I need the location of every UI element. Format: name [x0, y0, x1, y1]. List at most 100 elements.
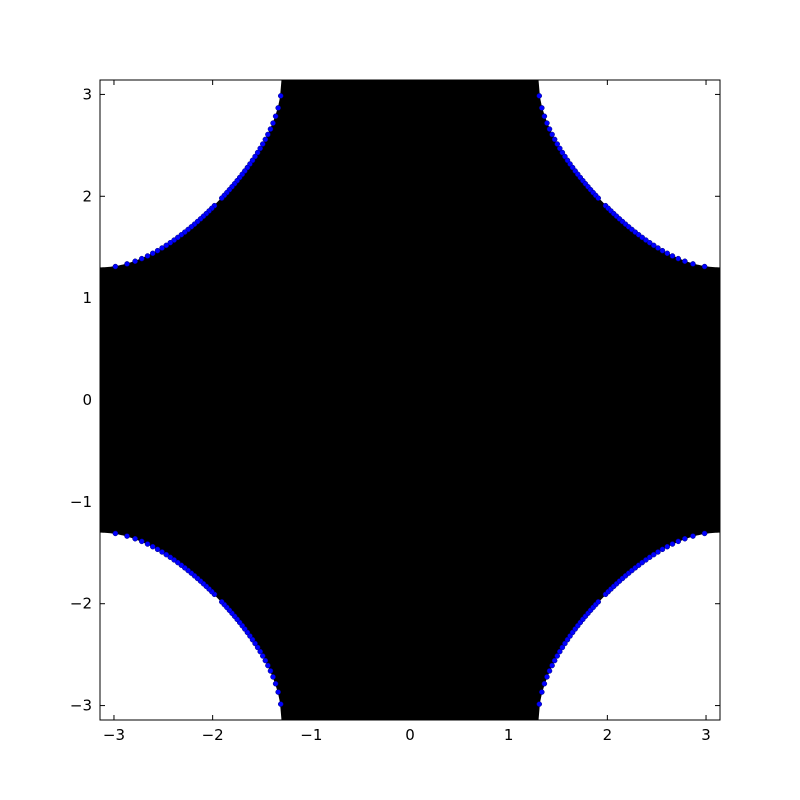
data-point [646, 554, 653, 561]
data-point [659, 546, 666, 553]
data-point [549, 131, 555, 138]
data-point [267, 668, 274, 674]
data-point [551, 136, 558, 143]
data-point [112, 263, 119, 270]
empty-lobe-bottom-right [538, 532, 720, 720]
y-tick-label: 2 [82, 187, 92, 205]
data-point [544, 674, 550, 680]
data-point [536, 93, 543, 99]
data-point [124, 261, 130, 267]
data-point [675, 538, 681, 545]
y-tick-label: 3 [82, 85, 92, 103]
data-point [139, 255, 145, 262]
data-point [655, 549, 661, 555]
data-point [252, 153, 258, 160]
x-tick-label: 3 [701, 726, 711, 744]
empty-lobe-top-right [538, 80, 720, 268]
data-point [646, 239, 653, 246]
y-tick-label: −2 [70, 595, 92, 613]
y-tick-label: 0 [82, 391, 92, 409]
data-point [675, 255, 681, 262]
data-point [144, 253, 151, 259]
data-point [260, 653, 266, 659]
data-point [539, 689, 545, 695]
data-point [272, 680, 279, 687]
data-point [682, 258, 688, 265]
data-point [159, 549, 165, 555]
data-point [139, 538, 145, 545]
data-point [669, 541, 676, 547]
data-point [159, 245, 165, 251]
data-point [701, 530, 708, 537]
data-point [257, 145, 263, 152]
data-point [262, 136, 269, 143]
x-tick-label: 2 [603, 726, 613, 744]
data-point [154, 247, 161, 254]
data-point [536, 701, 543, 707]
data-point [690, 533, 696, 539]
empty-lobe-bottom-left [100, 532, 282, 720]
data-point [546, 668, 553, 674]
x-tick-label: −1 [300, 726, 322, 744]
data-point [270, 674, 276, 680]
data-point [267, 126, 274, 132]
x-tick-label: −3 [103, 726, 125, 744]
data-point [690, 261, 696, 267]
data-point [639, 234, 645, 241]
data-point [557, 145, 563, 152]
data-point [275, 689, 281, 695]
data-point [219, 195, 225, 201]
data-point [163, 551, 170, 558]
data-point [275, 105, 281, 111]
data-point [701, 263, 708, 270]
data-point [265, 662, 271, 669]
data-point [554, 653, 560, 659]
data-point [257, 648, 263, 655]
data-point [682, 535, 688, 542]
data-point [595, 195, 601, 201]
data-point [562, 640, 568, 647]
scatter-points [112, 93, 708, 707]
data-point [643, 237, 649, 243]
data-point [154, 546, 161, 553]
x-tick-label: −2 [202, 726, 224, 744]
data-point [559, 149, 566, 156]
data-point [643, 557, 649, 563]
data-point [112, 530, 119, 537]
filled-region [100, 80, 720, 720]
data-point [277, 701, 284, 707]
data-point [277, 93, 284, 99]
data-point [150, 543, 156, 550]
data-point [175, 559, 181, 566]
y-tick-label: −1 [70, 493, 92, 511]
data-point [559, 644, 566, 651]
data-point [171, 557, 177, 563]
empty-lobe-top-left [100, 80, 282, 268]
data-point [549, 662, 555, 669]
data-point [551, 657, 558, 664]
data-point [639, 559, 645, 566]
data-point [546, 126, 553, 132]
y-tick-label: −3 [70, 697, 92, 715]
data-point [167, 239, 174, 246]
data-point [650, 242, 657, 249]
data-point [270, 120, 276, 126]
data-point [539, 105, 545, 111]
data-point [254, 149, 261, 156]
x-tick-label: 1 [504, 726, 514, 744]
data-point [132, 258, 138, 265]
data-point [132, 535, 138, 542]
data-point [562, 153, 568, 160]
data-point [659, 247, 666, 254]
data-point [272, 113, 279, 120]
data-point [167, 554, 174, 561]
data-point [595, 599, 601, 605]
data-point [544, 120, 550, 126]
data-point [124, 533, 130, 539]
data-point [557, 648, 563, 655]
data-point [265, 131, 271, 138]
data-point [650, 551, 657, 558]
data-point [252, 640, 258, 647]
data-point [163, 242, 170, 249]
